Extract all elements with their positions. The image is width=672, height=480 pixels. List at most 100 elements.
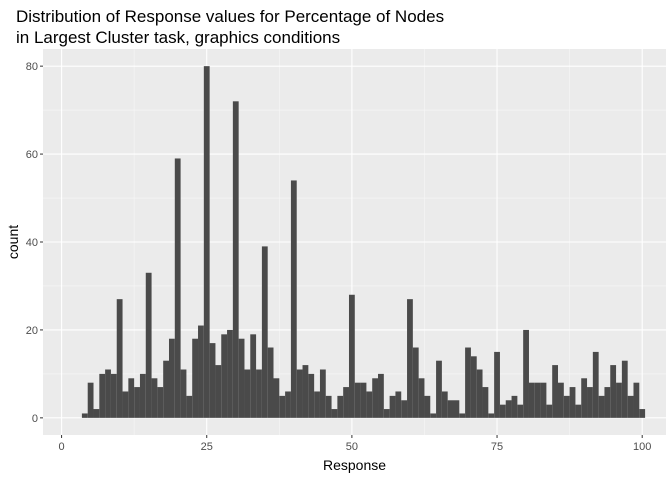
histogram-bar [250,334,257,418]
histogram-bar [563,395,570,418]
histogram-bar [325,395,332,418]
y-axis-title: count [5,225,21,259]
histogram-bar [110,373,117,418]
histogram-bar [383,409,390,418]
histogram-bar [232,101,239,418]
histogram-bar [128,378,135,418]
histogram-bar [540,382,547,418]
y-tick-label: 60 [26,149,38,161]
histogram-bar [592,351,599,418]
histogram-bar [436,360,442,418]
histogram-bar [465,347,471,418]
histogram-bars [81,66,646,418]
chart-title: Distribution of Response values for Perc… [16,7,445,47]
histogram-bar [407,299,413,418]
y-tick-label: 40 [26,237,38,249]
histogram-bar [447,400,454,418]
histogram-bar [192,338,199,418]
y-tick-label: 0 [32,413,38,425]
histogram-bar [627,395,634,418]
histogram-bar [87,382,94,418]
histogram-bar [93,409,100,418]
histogram-bar [139,373,146,418]
histogram-bar [604,387,611,418]
histogram-bar [290,180,297,418]
histogram-bar [203,66,210,418]
histogram-bar [221,334,228,418]
x-tick-label: 75 [491,441,503,453]
histogram-bar [552,365,559,418]
histogram-bar [302,365,309,418]
histogram-bar [616,382,622,418]
histogram-bar [418,378,425,418]
histogram-bar [476,369,483,418]
histogram-bar [331,409,338,418]
histogram-bar [546,404,553,418]
histogram-bar [273,378,280,418]
histogram-bar [99,373,106,418]
histogram-bar [134,387,140,418]
histogram-bar [174,158,181,418]
histogram-bar [261,246,268,418]
x-tick-label: 25 [201,441,213,453]
histogram-bar [296,369,303,418]
x-axis: 0 25 50 75 100 [59,435,651,453]
histogram-bar [528,382,535,418]
histogram-bar [116,299,123,418]
histogram-bar [198,325,204,418]
histogram-bar [581,378,588,418]
histogram-bar [534,382,541,418]
histogram-bar [372,378,379,418]
y-tick-label: 80 [26,61,38,73]
histogram-bar [575,404,582,418]
histogram-bar [244,369,251,418]
histogram-bar [610,365,617,418]
histogram-bar [459,413,466,418]
y-axis: 0 20 40 60 80 [26,61,43,425]
histogram-bar [499,404,506,418]
histogram-bar [587,387,593,418]
histogram-bar [424,395,431,418]
histogram-bar [430,413,437,418]
x-tick-label: 100 [633,441,651,453]
x-axis-title: Response [323,457,386,473]
histogram-bar [360,382,367,418]
histogram-bar [227,329,233,418]
histogram-bar [488,413,495,418]
histogram-bar [163,360,169,418]
histogram-bar [209,343,216,418]
histogram-bar [621,360,628,418]
histogram-bar [267,347,274,418]
histogram-bar [314,391,320,418]
histogram-bar [639,409,646,418]
y-tick-label: 20 [26,325,38,337]
histogram-bar [482,387,489,418]
histogram-bar [598,395,605,418]
histogram-bar [395,391,402,418]
histogram-bar [494,351,500,418]
x-tick-label: 0 [59,441,65,453]
histogram-bar [105,369,111,418]
histogram-bar [279,395,286,418]
histogram-bar [523,329,529,418]
histogram-bar [343,387,349,418]
histogram-bar [168,338,175,418]
histogram-bar [412,347,419,418]
histogram-bar [558,382,564,418]
histogram-bar [453,400,460,418]
histogram-bar [81,413,88,418]
histogram-bar [470,356,477,418]
histogram-bar [308,373,315,418]
histogram-bar [319,369,326,418]
histogram-bar [186,395,193,418]
histogram-bar [285,391,291,418]
histogram-bar [401,400,408,418]
histogram-bar [505,400,512,418]
histogram-bar [157,387,164,418]
x-tick-label: 50 [346,441,358,453]
histogram-bar [389,395,396,418]
histogram-bar [366,391,373,418]
histogram-bar [256,369,262,418]
histogram-bar [569,387,576,418]
